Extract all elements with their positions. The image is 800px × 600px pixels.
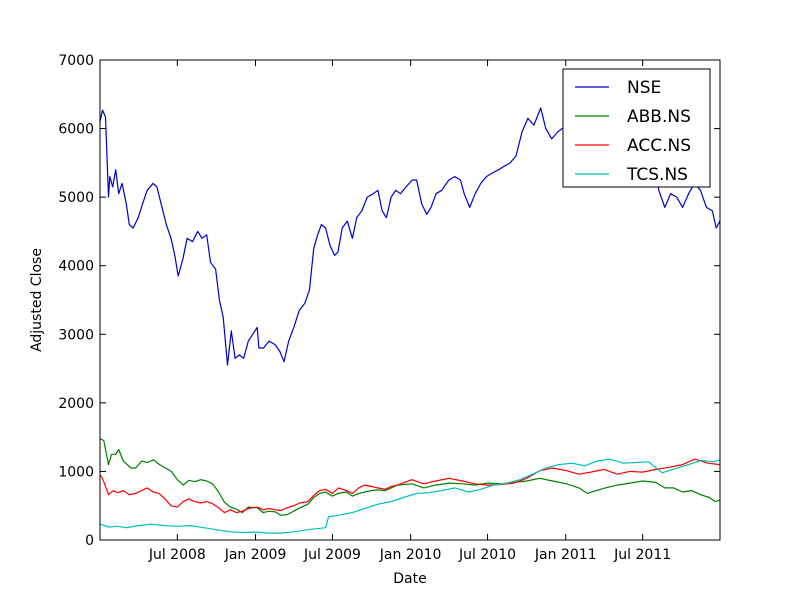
x-tick-label: Jan 2009: [224, 547, 287, 563]
series-line-tcs-ns: [99, 458, 721, 534]
x-tick-label: Jan 2011: [534, 547, 597, 563]
y-tick-label: 3000: [58, 327, 94, 343]
y-tick-label: 5000: [58, 190, 94, 206]
legend: NSE ABB.NS ACC.NS TCS.NS: [562, 68, 711, 188]
y-axis-label: Adjusted Close: [29, 248, 45, 352]
x-tick-label: Jul 2008: [148, 547, 206, 563]
legend-label-abb-ns: ABB.NS: [627, 107, 691, 127]
x-tick-label: Jan 2010: [379, 547, 442, 563]
x-tick-label: Jul 2011: [613, 547, 671, 563]
x-tick-label: Jul 2010: [458, 547, 516, 563]
y-tick-label: 6000: [58, 122, 94, 138]
legend-label-acc-ns: ACC.NS: [627, 136, 691, 156]
series-line-acc-ns: [99, 458, 721, 514]
series-line-abb-ns: [99, 437, 721, 516]
x-axis-label: Date: [393, 571, 426, 587]
legend-label-nse: NSE: [627, 78, 661, 98]
plot-frame: [99, 59, 721, 541]
y-tick-label: 7000: [58, 53, 94, 69]
y-tick-label: 1000: [58, 464, 94, 480]
y-tick-label: 0: [85, 533, 94, 549]
y-tick-label: 4000: [58, 259, 94, 275]
legend-label-tcs-ns: TCS.NS: [626, 165, 688, 185]
tick-layer: 0 1000 2000 3000 4000 5000 6000 7000 Jul 2008 Jan…: [58, 53, 720, 563]
y-tick-label: 2000: [58, 396, 94, 412]
x-tick-label: Jul 2009: [303, 547, 361, 563]
legend-box: [562, 68, 711, 188]
